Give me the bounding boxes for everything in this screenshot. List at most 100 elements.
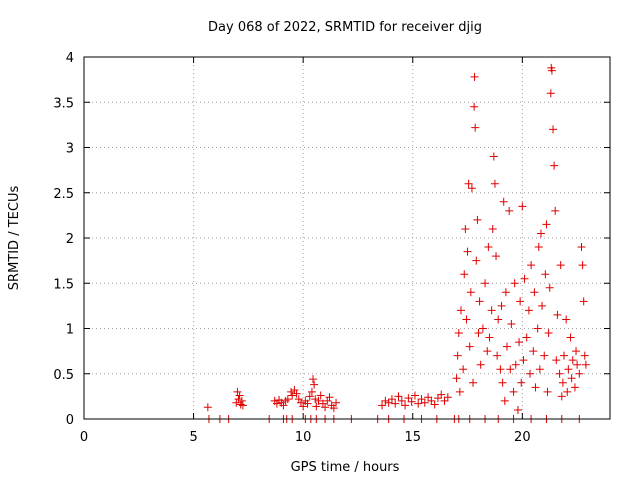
y-tick-label: 0 [66,413,74,428]
x-tick-label: 0 [80,430,88,445]
data-point-marker [404,394,413,403]
data-point-marker [430,400,439,409]
data-point-marker [549,125,558,134]
data-point-marker [538,301,547,310]
plot-frame [83,56,611,420]
data-point-marker [552,356,561,365]
x-tick-label: 5 [189,430,197,445]
data-point-marker [543,387,552,396]
data-point-marker [487,306,496,315]
data-point-marker [498,378,507,387]
data-point-marker [568,356,577,365]
x-tick-label: 20 [514,430,531,445]
data-point-marker [509,387,518,396]
data-point-marker [311,395,320,404]
data-point-marker [471,123,480,132]
data-point-marker [579,297,588,306]
data-point-marker [437,390,446,399]
data-point-marker [283,395,292,404]
data-point-marker [510,279,519,288]
data-point-marker [473,215,482,224]
data-point-marker [502,342,511,351]
data-point-marker [545,283,554,292]
y-tick-label: 2.5 [53,187,74,202]
data-point-marker [325,393,334,402]
data-point-marker [575,369,584,378]
data-point-marker [462,315,471,324]
data-point-marker [556,261,565,270]
data-point-marker [497,301,506,310]
data-point-marker [470,72,479,81]
data-point-marker [483,347,492,356]
data-point-marker [292,389,301,398]
data-point-marker [401,401,410,410]
data-point-marker [550,161,559,170]
data-point-marker [454,329,463,338]
data-point-marker [563,387,572,396]
data-point-marker [387,395,396,404]
data-point-marker [414,399,423,408]
data-point-marker [314,396,323,405]
data-point-marker [316,391,325,400]
data-point-marker [461,224,470,233]
data-point-marker [475,297,484,306]
data-point-marker [515,338,524,347]
data-point-marker [564,365,573,374]
data-point-marker [321,403,330,412]
data-point-marker [464,179,473,188]
data-point-marker [463,247,472,256]
data-point-marker [391,399,400,408]
data-point-marker [478,324,487,333]
data-point-marker [460,270,469,279]
data-point-marker [559,351,568,360]
data-point-marker [535,365,544,374]
data-point-marker [578,261,587,270]
y-tick-label: 1 [66,323,74,338]
data-point-marker [572,347,581,356]
data-point-marker [526,369,535,378]
data-point-marker [496,365,505,374]
data-point-marker [562,315,571,324]
data-point-marker [378,401,387,410]
data-point-marker [516,297,525,306]
y-axis-label: SRMTID / TECUs [7,186,22,291]
data-point-marker [381,396,390,405]
data-point-marker [492,252,501,261]
data-point-marker [547,66,556,75]
data-point-marker [485,333,494,342]
data-point-marker [484,243,493,252]
chart-title: Day 068 of 2022, SRMTID for receiver dji… [208,20,482,35]
data-point-marker [455,387,464,396]
data-points [203,63,590,423]
data-point-marker [424,393,433,402]
data-point-marker [517,378,526,387]
data-point-marker [443,393,452,402]
data-point-marker [488,224,497,233]
data-point-marker [536,229,545,238]
data-point-marker [452,374,461,383]
data-point-marker [493,351,502,360]
data-point-marker [299,402,308,411]
y-tick-label: 3.5 [53,96,74,111]
data-point-marker [557,392,566,401]
data-point-marker [467,184,476,193]
data-point-marker [238,401,247,410]
y-tick-label: 0.5 [53,368,74,383]
data-point-marker [544,329,553,338]
data-point-marker [520,274,529,283]
data-point-marker [307,387,316,396]
data-point-marker [474,329,483,338]
data-point-marker [417,395,426,404]
data-point-marker [465,342,474,351]
data-point-marker [433,394,442,403]
axis-ticks: 0 5 10 15 20 0 0.5 1 1.5 2 2.5 3 3.5 4 [53,51,610,445]
data-point-marker [505,206,514,215]
data-point-marker [309,375,318,384]
data-point-marker [420,398,429,407]
data-point-marker [296,398,305,407]
data-point-marker [570,383,579,392]
data-point-marker [489,152,498,161]
grid-lines [84,57,610,419]
y-tick-label: 4 [66,51,74,66]
